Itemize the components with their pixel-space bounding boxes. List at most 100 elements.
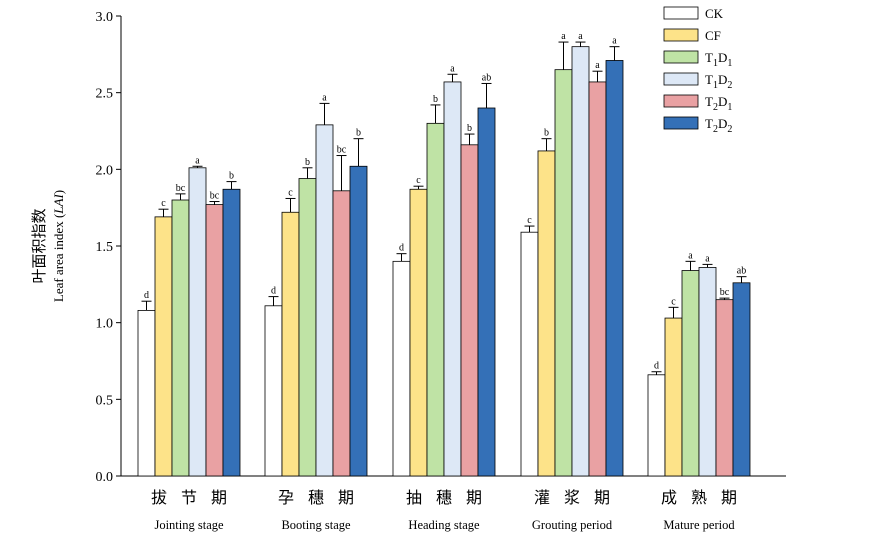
legend-label: CF — [705, 28, 721, 43]
legend-swatch — [663, 6, 699, 20]
category-label-en: Jointing stage — [154, 518, 224, 532]
significance-letter: d — [271, 286, 276, 297]
significance-letter: a — [595, 60, 600, 71]
y-axis-title-en: Leaf area index (LAI) — [51, 190, 66, 302]
legend-swatch — [663, 72, 699, 86]
significance-letter: c — [288, 187, 293, 198]
category-label-cn: 孕穗期 — [278, 488, 368, 507]
category-label-en: Grouting period — [532, 518, 613, 532]
y-tick-label: 2.0 — [96, 163, 114, 178]
significance-letter: c — [527, 215, 532, 226]
category-label-cn: 灌浆期 — [534, 488, 624, 507]
bar — [154, 216, 173, 477]
bar — [137, 309, 156, 477]
significance-letter: a — [705, 253, 710, 264]
bar — [409, 188, 428, 477]
category-label-en: Mature period — [663, 518, 735, 532]
significance-letter: a — [578, 31, 583, 42]
bar — [554, 69, 573, 477]
bar — [298, 178, 317, 477]
bar — [264, 305, 283, 477]
bar — [588, 81, 607, 477]
bar — [664, 317, 683, 477]
bar — [647, 374, 666, 477]
significance-letter: bc — [210, 191, 220, 202]
significance-letter: bc — [176, 183, 186, 194]
x-labels: 拔节期 Jointing stage 孕穗期 Booting stage 抽穗期 Head… — [151, 488, 751, 532]
significance-letter: b — [544, 128, 549, 139]
significance-letter: d — [399, 243, 404, 254]
x-axis: 拔节期 Jointing stage 孕穗期 Booting stage 抽穗期 Head… — [121, 475, 786, 532]
bar — [698, 267, 717, 477]
significance-letter: c — [161, 198, 166, 209]
significance-letter: ab — [482, 72, 491, 83]
bar — [715, 299, 734, 477]
legend-swatch — [663, 50, 699, 64]
y-tick-label: 0.0 — [96, 470, 114, 485]
y-axis-title-cn: 叶面积指数 — [30, 208, 48, 283]
significance-letter: ab — [737, 266, 746, 277]
significance-letter: a — [561, 31, 566, 42]
bar — [605, 60, 624, 477]
legend-label: T1D1 — [705, 50, 732, 69]
bar — [315, 124, 334, 477]
legend-swatch — [663, 116, 699, 130]
category-label-cn: 成熟期 — [661, 488, 751, 507]
significance-letter: d — [144, 290, 149, 301]
legend-swatch — [663, 28, 699, 42]
legend-label: T2D2 — [705, 116, 732, 135]
bar — [571, 46, 590, 477]
bar — [392, 260, 411, 477]
bar — [681, 270, 700, 477]
bar-group: c b a a a a — [520, 31, 624, 477]
significance-letter: c — [671, 296, 676, 307]
y-axis-title: 叶面积指数 Leaf area index (LAI) — [30, 190, 66, 302]
bar — [171, 199, 190, 477]
significance-letter: bc — [720, 287, 730, 298]
category-label-cn: 抽穗期 — [406, 488, 496, 507]
bar — [520, 231, 539, 477]
significance-letter: a — [612, 36, 617, 47]
y-tick-label: 1.5 — [96, 240, 114, 255]
bar — [222, 188, 241, 477]
bar — [332, 190, 351, 477]
bar — [537, 150, 556, 477]
legend: CK CF T1D1 T1D2 T2D1 T2D2 — [663, 6, 732, 135]
category-label-cn: 拔节期 — [151, 488, 241, 507]
bar — [349, 165, 368, 477]
legend-label: CK — [705, 6, 724, 21]
significance-letter: b — [433, 94, 438, 105]
legend-label: T1D2 — [705, 72, 732, 91]
bar — [281, 211, 300, 477]
bar — [188, 167, 207, 477]
significance-letter: a — [688, 250, 693, 261]
bar — [205, 204, 224, 477]
category-label-en: Booting stage — [281, 518, 351, 532]
y-axis: 0.0 0.5 1.0 1.5 2.0 2.5 3.0 — [96, 10, 122, 485]
significance-letter: bc — [337, 145, 347, 156]
significance-letter: a — [322, 92, 327, 103]
bar — [460, 144, 479, 477]
y-tick-label: 2.5 — [96, 87, 114, 102]
significance-letter: b — [305, 157, 310, 168]
significance-letter: b — [467, 123, 472, 134]
bar — [443, 81, 462, 477]
significance-letter: b — [356, 128, 361, 139]
y-tick-label: 0.5 — [96, 393, 114, 408]
y-tick-label: 1.0 — [96, 317, 114, 332]
legend-label: T2D1 — [705, 94, 732, 113]
y-ticks: 0.0 0.5 1.0 1.5 2.0 2.5 3.0 — [96, 10, 121, 485]
significance-letter: a — [195, 155, 200, 166]
category-label-en: Heading stage — [408, 518, 480, 532]
significance-letter: c — [416, 175, 421, 186]
y-tick-label: 3.0 — [96, 10, 114, 25]
significance-letter: a — [450, 63, 455, 74]
significance-letter: b — [229, 171, 234, 182]
significance-letter: d — [654, 361, 659, 372]
